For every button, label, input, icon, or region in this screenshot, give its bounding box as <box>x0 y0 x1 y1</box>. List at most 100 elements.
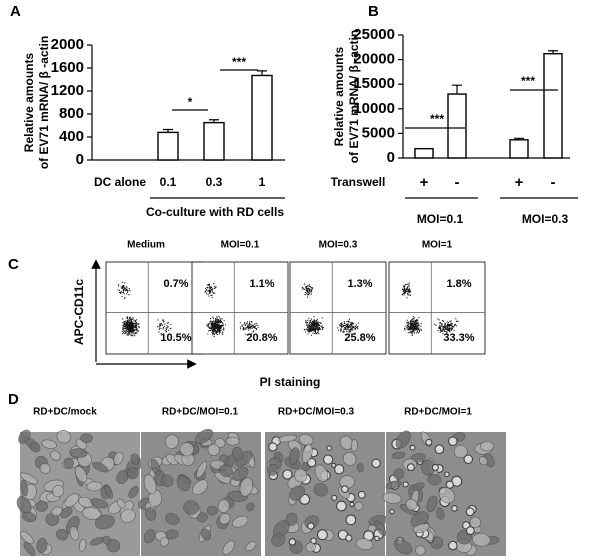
bar <box>447 93 467 159</box>
plot-frame <box>105 261 203 355</box>
dot <box>215 325 217 327</box>
dot <box>339 325 341 327</box>
dot <box>308 317 310 319</box>
dot <box>134 323 137 325</box>
dot <box>406 286 409 288</box>
cell <box>305 542 316 553</box>
dot <box>455 320 458 322</box>
cell <box>143 474 157 495</box>
dot <box>162 328 164 330</box>
dot <box>252 331 254 333</box>
dot <box>313 316 315 318</box>
dot <box>316 332 318 335</box>
dot <box>222 333 224 335</box>
y-tick-label: 0 <box>76 151 84 168</box>
dot <box>209 326 211 328</box>
cell <box>60 506 73 519</box>
dot <box>130 326 133 328</box>
dot <box>309 331 311 333</box>
dot <box>302 287 304 289</box>
dot <box>127 328 129 331</box>
cell <box>469 516 482 529</box>
dot <box>307 284 309 287</box>
dot <box>129 322 132 325</box>
dot <box>408 291 410 293</box>
dot <box>126 334 128 336</box>
dot <box>319 327 321 330</box>
cells <box>382 430 500 556</box>
dot <box>127 330 129 333</box>
dot <box>125 330 127 332</box>
y-tick-label: 25000 <box>353 26 395 43</box>
dot <box>406 297 408 299</box>
dot <box>314 325 316 328</box>
dot <box>125 320 127 322</box>
dot <box>218 315 220 318</box>
dot <box>122 325 125 327</box>
dot <box>213 333 215 336</box>
y-axis-label: of EV71 mRNA/ β -actin <box>37 36 51 169</box>
dot <box>162 319 165 321</box>
dot <box>215 286 217 288</box>
dot <box>215 323 218 325</box>
dot <box>416 322 418 324</box>
dot <box>342 325 345 327</box>
dot <box>406 324 409 326</box>
dot <box>407 294 409 296</box>
dot <box>348 320 350 322</box>
dot <box>130 321 133 323</box>
dot <box>310 289 313 291</box>
dot <box>167 329 170 331</box>
dot <box>439 321 442 324</box>
dot <box>210 327 212 329</box>
dot <box>440 322 442 325</box>
dot <box>164 330 166 332</box>
dot <box>249 324 251 326</box>
cell <box>350 438 358 452</box>
cell <box>478 456 488 466</box>
dot <box>456 325 458 327</box>
dot <box>135 319 138 321</box>
dot <box>216 333 219 336</box>
dot <box>211 323 213 325</box>
error-bar <box>209 119 219 123</box>
dot <box>348 318 350 320</box>
cell <box>412 523 430 533</box>
dot <box>239 322 241 324</box>
dot <box>218 331 220 333</box>
dot <box>354 328 356 330</box>
dot <box>302 288 304 290</box>
dot <box>350 326 352 328</box>
dot <box>309 289 311 291</box>
dot <box>306 327 309 329</box>
cell <box>29 441 41 453</box>
cell <box>50 450 61 461</box>
dot <box>322 326 325 329</box>
y-tick-label: 2000 <box>51 36 84 53</box>
dot <box>310 328 312 330</box>
dot <box>214 329 217 332</box>
dot <box>450 329 452 331</box>
dot <box>448 327 450 329</box>
dot <box>214 292 216 294</box>
dot <box>130 334 132 336</box>
dot <box>316 328 318 331</box>
dot <box>411 333 413 335</box>
dot <box>415 325 417 327</box>
dot <box>418 317 420 319</box>
dot <box>317 328 320 330</box>
dot <box>311 322 313 324</box>
dot <box>158 327 161 329</box>
dot <box>128 333 130 335</box>
dot <box>401 288 404 290</box>
dot <box>253 330 255 332</box>
dot <box>213 320 215 322</box>
dot <box>312 332 314 334</box>
dot <box>222 331 224 333</box>
dot <box>121 328 124 330</box>
cell <box>90 498 109 509</box>
dot <box>412 329 414 331</box>
dot <box>218 330 220 332</box>
dot <box>445 327 448 329</box>
dot <box>122 322 124 324</box>
